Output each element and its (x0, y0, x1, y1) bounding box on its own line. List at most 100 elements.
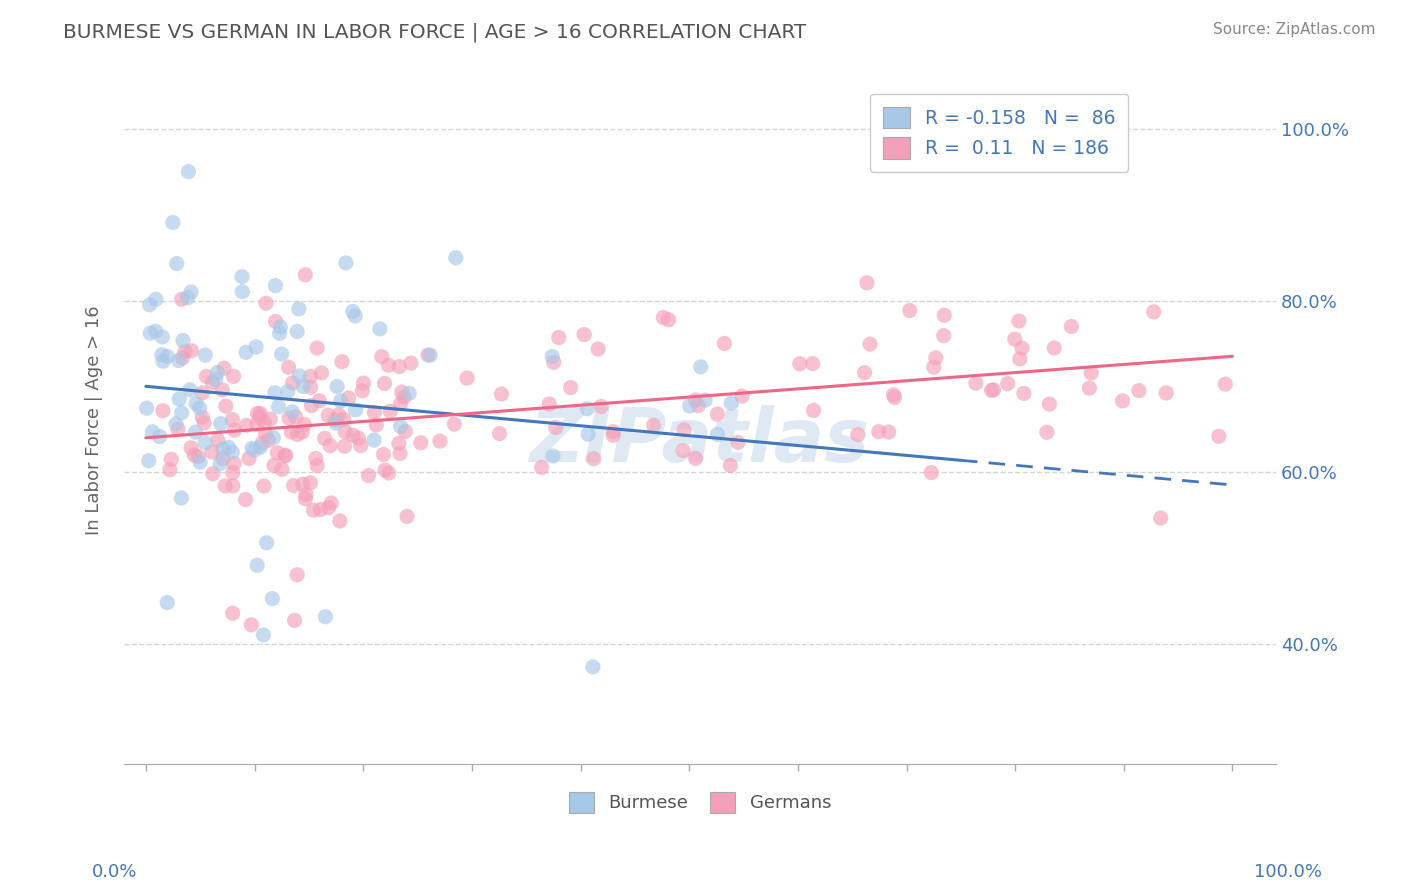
Point (166, 256, 188, 270)
Point (389, 446, 412, 460)
Point (925, 351, 948, 365)
Point (368, 322, 391, 336)
Point (201, 376, 224, 390)
Point (167, 353, 190, 368)
Point (846, 427, 869, 442)
Point (311, 366, 333, 380)
Point (1150, 511, 1173, 525)
Point (263, 385, 285, 400)
Point (295, 487, 318, 501)
Point (231, 285, 253, 299)
Point (162, 215, 184, 229)
Point (288, 368, 311, 383)
Point (269, 319, 291, 334)
Point (1004, 332, 1026, 346)
Point (347, 431, 370, 445)
Point (877, 425, 900, 439)
Text: Source: ZipAtlas.com: Source: ZipAtlas.com (1212, 22, 1375, 37)
Point (150, 330, 173, 344)
Point (207, 366, 229, 380)
Point (373, 447, 395, 461)
Point (308, 393, 330, 408)
Point (188, 401, 211, 415)
Point (352, 376, 374, 390)
Text: ZIPatlas: ZIPatlas (530, 405, 870, 478)
Point (221, 606, 243, 620)
Point (388, 436, 411, 450)
Point (257, 434, 280, 448)
Point (262, 431, 284, 445)
Point (547, 330, 569, 344)
Point (278, 411, 301, 425)
Point (235, 345, 257, 359)
Point (222, 479, 245, 493)
Point (342, 428, 364, 442)
Point (167, 422, 190, 436)
Point (240, 617, 263, 632)
Point (249, 409, 271, 424)
Point (429, 434, 451, 449)
Point (256, 536, 278, 550)
Point (288, 301, 311, 316)
Point (283, 478, 305, 492)
Point (180, 343, 202, 358)
Point (965, 376, 987, 391)
Point (294, 491, 316, 506)
Point (264, 314, 287, 328)
Point (363, 433, 385, 447)
Point (152, 354, 174, 368)
Point (235, 492, 257, 507)
Point (337, 391, 360, 405)
Point (156, 596, 179, 610)
Point (231, 269, 253, 284)
Point (214, 479, 236, 493)
Point (333, 412, 356, 426)
Point (145, 293, 167, 307)
Point (980, 384, 1002, 398)
Point (250, 436, 273, 450)
Point (922, 360, 945, 375)
Point (688, 399, 710, 413)
Point (357, 468, 380, 483)
Point (266, 446, 288, 460)
Point (803, 403, 825, 417)
Point (170, 406, 193, 420)
Point (576, 427, 599, 442)
Point (301, 399, 323, 413)
Point (541, 350, 564, 364)
Point (177, 164, 200, 178)
Point (544, 420, 567, 434)
Point (731, 389, 754, 403)
Point (291, 477, 314, 491)
Point (395, 509, 418, 524)
Point (138, 298, 160, 312)
Point (1078, 381, 1101, 395)
Point (883, 390, 905, 404)
Point (212, 361, 235, 376)
Point (352, 384, 374, 398)
Point (188, 455, 211, 469)
Point (898, 303, 921, 318)
Point (284, 614, 307, 628)
Point (363, 405, 385, 419)
Point (329, 514, 352, 528)
Point (184, 425, 207, 439)
Y-axis label: In Labor Force | Age > 16: In Labor Force | Age > 16 (86, 306, 103, 535)
Point (859, 337, 882, 351)
Point (262, 591, 284, 606)
Point (920, 466, 942, 480)
Point (543, 355, 565, 369)
Point (344, 309, 367, 323)
Point (1036, 425, 1059, 440)
Point (582, 451, 605, 466)
Point (307, 341, 329, 355)
Point (391, 385, 413, 400)
Point (325, 416, 347, 430)
Point (586, 342, 609, 356)
Text: 0.0%: 0.0% (91, 863, 136, 881)
Point (541, 449, 564, 463)
Point (672, 423, 695, 437)
Point (222, 369, 245, 384)
Point (174, 344, 197, 359)
Point (377, 359, 399, 373)
